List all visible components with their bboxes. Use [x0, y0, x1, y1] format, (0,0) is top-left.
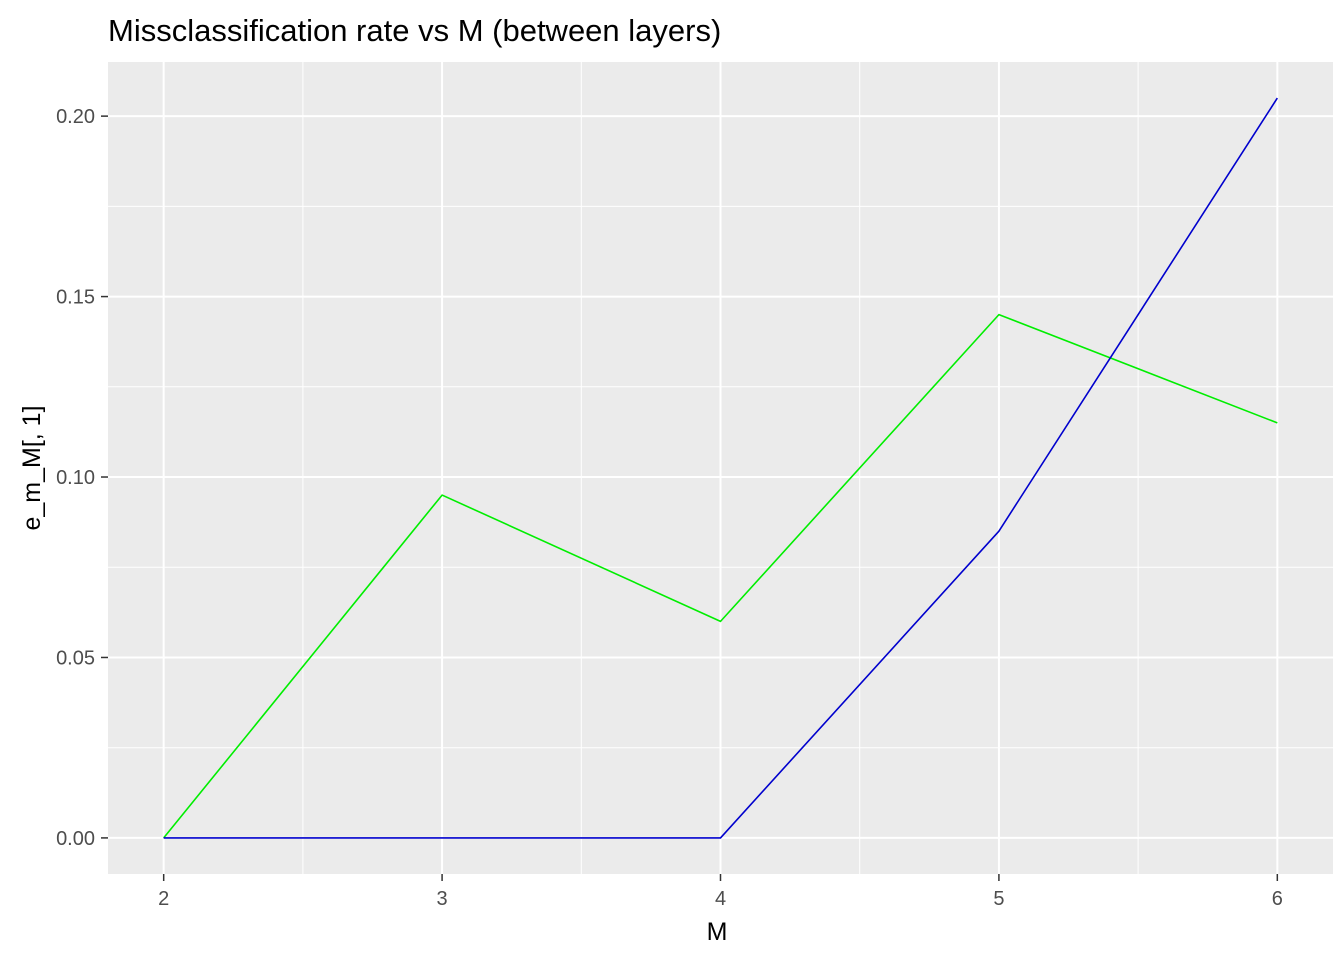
x-axis-ticks: 2 3 4 5 6 — [158, 874, 1283, 910]
x-tick-label: 4 — [715, 888, 726, 910]
y-tick-label: 0.05 — [56, 647, 95, 669]
x-tick-label: 3 — [437, 888, 448, 910]
chart-title: Missclassification rate vs M (between la… — [108, 13, 721, 48]
x-axis-title: M — [707, 918, 728, 946]
y-axis-ticks: 0.00 0.05 0.10 0.15 0.20 — [56, 106, 108, 850]
x-tick-label: 5 — [993, 888, 1004, 910]
y-axis-title: e_m_M[, 1] — [18, 405, 46, 530]
y-tick-label: 0.10 — [56, 467, 95, 489]
series-layer — [163, 97, 1278, 839]
x-tick-label: 6 — [1272, 888, 1283, 910]
y-tick-label: 0.15 — [56, 287, 95, 309]
series-line-1 — [163, 313, 1278, 839]
x-tick-label: 2 — [158, 888, 169, 910]
y-tick-label: 0.00 — [56, 828, 95, 850]
y-tick-label: 0.20 — [56, 106, 95, 128]
series-line-2 — [163, 97, 1278, 839]
